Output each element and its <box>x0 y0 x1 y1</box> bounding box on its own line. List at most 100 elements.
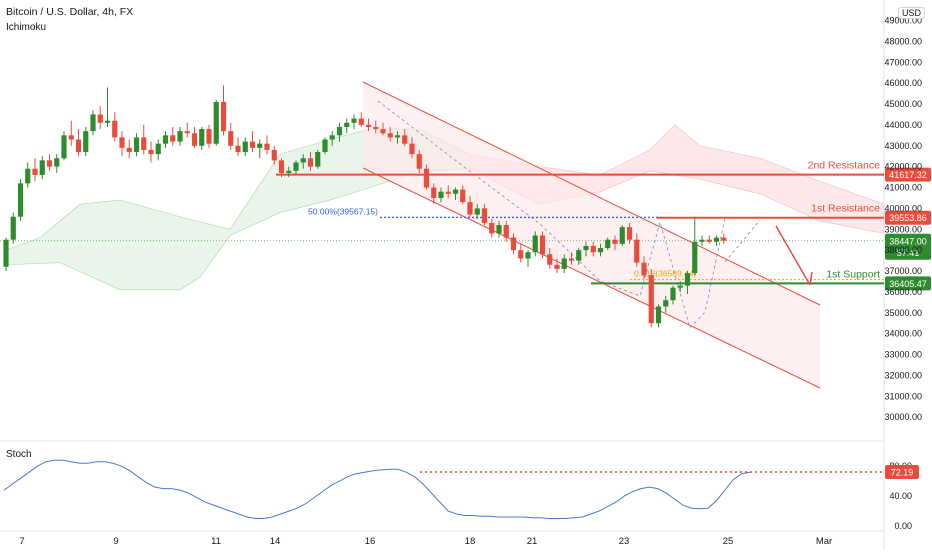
candle-body <box>431 187 437 198</box>
candle-body <box>126 147 132 153</box>
candle-body <box>481 208 488 223</box>
channel-fill <box>363 82 820 388</box>
stoch-level-tag <box>885 465 919 480</box>
level-price-tag-0 <box>885 167 931 182</box>
currency-button[interactable]: USD <box>898 7 926 19</box>
candle-body <box>54 158 60 167</box>
stoch-y-tick: 40.00 <box>889 491 912 501</box>
x-tick-label: 23 <box>619 536 630 547</box>
x-tick-label: 7 <box>19 536 24 547</box>
candle-body <box>452 189 459 194</box>
candle-body <box>474 208 480 215</box>
candle-body <box>677 285 683 288</box>
stoch-line <box>3 459 751 519</box>
channel-upper-line <box>362 81 821 306</box>
candle-body <box>605 239 611 249</box>
candle-body <box>228 131 234 146</box>
candle-body <box>670 287 676 301</box>
candle-body <box>612 239 618 244</box>
y-tick-label: 41000.00 <box>884 183 922 193</box>
candle-body <box>61 135 67 159</box>
candle-body <box>199 129 205 146</box>
candle-body <box>460 189 466 203</box>
level-price-tag-2 <box>885 276 931 291</box>
candle-body <box>112 120 118 138</box>
candle-body <box>177 131 183 142</box>
candle-body <box>467 202 473 215</box>
candle-body <box>10 216 16 240</box>
candle-body <box>568 258 575 261</box>
level-label-0: 2nd Resistance <box>808 160 881 172</box>
candle-body <box>300 158 306 163</box>
candle-body <box>510 237 517 251</box>
level-price-text-0: 41617.32 <box>889 170 927 180</box>
y-tick-label: 40000.00 <box>884 203 922 213</box>
y-tick-label: 49000.00 <box>884 16 922 26</box>
candle-body <box>322 139 328 153</box>
fib618-label: 0.618(36589.44) <box>634 269 697 279</box>
candle-body <box>380 129 386 134</box>
candle-body <box>496 225 502 234</box>
y-tick-label: 38000.00 <box>884 245 922 255</box>
candle-body <box>257 143 263 148</box>
fib50-label: 50.00%(39567.15) <box>308 206 378 216</box>
candle-body <box>278 160 285 173</box>
candle-body <box>32 168 38 175</box>
candle-body <box>83 131 89 153</box>
candle-body <box>39 160 45 175</box>
candle-body <box>351 118 357 123</box>
stoch-label: Stoch <box>6 449 32 460</box>
candle-body <box>619 227 625 244</box>
candle-body <box>489 223 495 234</box>
candle-body <box>119 137 125 148</box>
candle-body <box>17 183 24 217</box>
candle-body <box>503 225 509 238</box>
candle-body <box>655 306 662 324</box>
candle-body <box>184 131 190 134</box>
candle-body <box>721 237 727 241</box>
candle-body <box>191 133 198 146</box>
y-tick-label: 39000.00 <box>884 224 922 234</box>
candle-body <box>148 149 154 155</box>
level-price-text-1: 39553.86 <box>889 213 927 223</box>
candle-body <box>641 262 647 276</box>
candle-body <box>365 124 372 127</box>
candle-body <box>25 168 31 184</box>
y-tick-label: 44000.00 <box>884 120 922 130</box>
candle-body <box>518 250 524 259</box>
candle-body <box>358 118 364 125</box>
candle-body <box>590 245 596 253</box>
candle-body <box>271 149 277 161</box>
candle-body <box>692 241 698 274</box>
x-tick-label: 14 <box>270 536 281 547</box>
x-tick-label: 21 <box>527 536 538 547</box>
candle-body <box>663 300 669 307</box>
candle-body <box>539 235 546 255</box>
stoch-level-text: 72.19 <box>891 468 914 478</box>
candle-body <box>264 143 270 150</box>
candle-body <box>561 258 567 269</box>
x-tick-label: Mar <box>816 536 832 547</box>
y-tick-label: 37000.00 <box>884 266 922 276</box>
trend-path-2 <box>724 219 761 263</box>
candle-body <box>213 101 219 144</box>
candle-body <box>90 114 96 132</box>
candle-body <box>706 239 712 242</box>
candle-body <box>554 264 560 269</box>
candle-body <box>423 168 430 188</box>
candle-body <box>162 135 169 144</box>
candle-body <box>713 237 720 242</box>
projection-arrow-down <box>775 225 811 286</box>
indicator-label: Ichimoku <box>6 22 47 33</box>
chart-title: Bitcoin / U.S. Dollar, 4h, FX <box>6 6 134 18</box>
candle-body <box>583 245 589 251</box>
y-tick-label: 43000.00 <box>884 141 922 151</box>
x-tick-label: 25 <box>723 536 734 547</box>
y-tick-label: 36000.00 <box>884 287 922 297</box>
level-price-text-2: 36405.47 <box>889 279 927 289</box>
level-label-2: 1st Support <box>826 268 880 280</box>
x-tick-label: 11 <box>211 536 221 547</box>
candle-body <box>409 143 415 155</box>
candle-body <box>373 126 379 130</box>
candle-body <box>3 239 9 267</box>
